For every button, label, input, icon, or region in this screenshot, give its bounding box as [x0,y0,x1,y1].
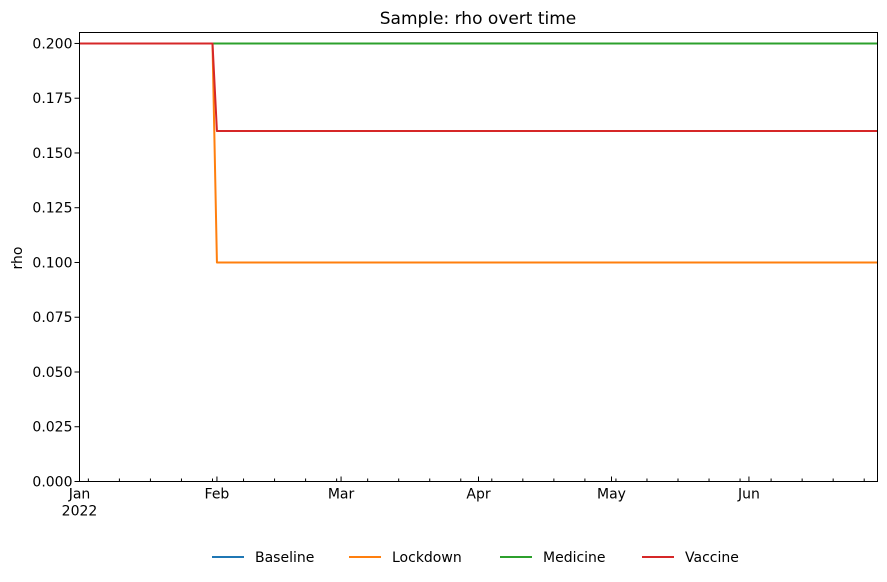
y-tick-label: 0.150 [32,146,72,162]
y-axis: 0.000 0.025 0.050 0.075 0.100 0.125 0.150 0.175… [32,36,80,491]
y-tick-label: 0.125 [32,201,72,217]
series-line-lockdown [79,42,878,264]
plot-frame [79,32,878,482]
chart-title: Sample: rho overt time [380,9,577,29]
series-line-vaccine [79,42,878,133]
y-tick-label: 0.025 [32,420,72,436]
x-tick-label: Jan [68,487,91,503]
legend-label-lockdown: Lockdown [392,550,462,566]
y-tick-label: 0.000 [32,475,72,491]
y-tick-label: 0.050 [32,365,72,381]
x-tick-label: Jun [737,487,760,503]
x-tick-sublabel: 2022 [62,504,98,520]
y-tick-label: 0.075 [32,310,72,326]
legend-label-vaccine: Vaccine [685,550,739,566]
y-tick-label: 0.200 [32,36,72,52]
legend-label-baseline: Baseline [255,550,314,566]
y-tick-label: 0.100 [32,255,72,271]
y-tick-label: 0.175 [32,91,72,107]
legend-label-medicine: Medicine [543,550,606,566]
x-tick-label: Feb [205,487,230,503]
legend: Baseline Lockdown Medicine Vaccine [212,550,739,566]
series-layer [79,42,878,264]
y-axis-label: rho [10,247,26,270]
x-tick-label: Apr [466,487,490,503]
x-tick-label: Mar [328,487,355,503]
x-tick-label: May [597,487,626,503]
